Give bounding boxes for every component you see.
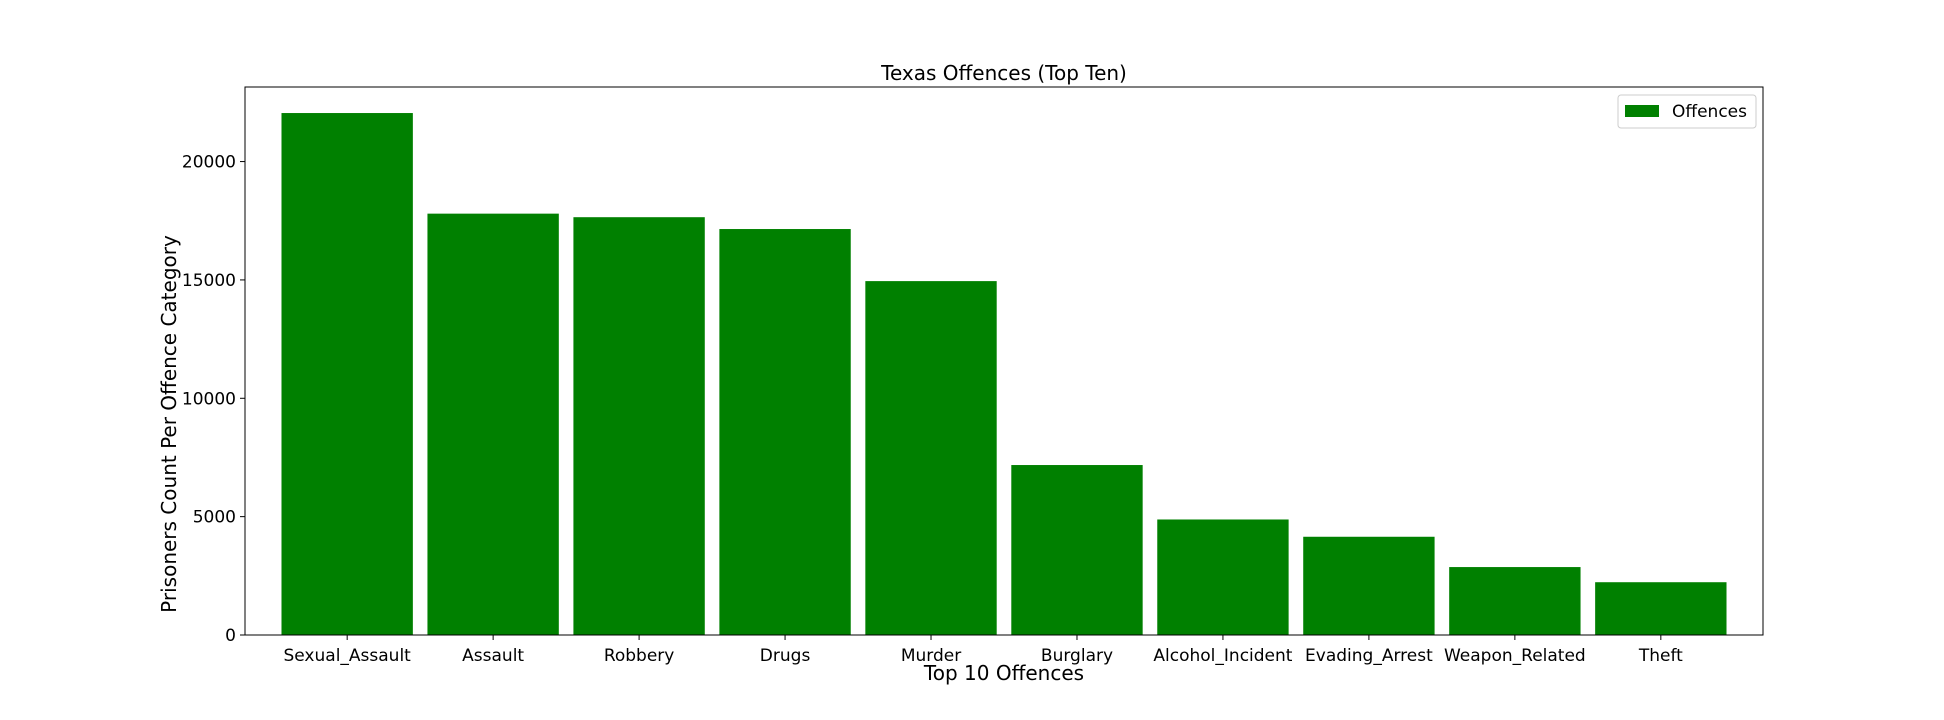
bar-weapon-related xyxy=(1449,567,1581,635)
y-axis-ticks: 0 5000 10000 15000 20000 xyxy=(182,153,245,646)
bar-robbery xyxy=(573,217,705,635)
x-tick-label: Drugs xyxy=(760,646,811,666)
x-tick-label: Murder xyxy=(901,646,961,666)
y-tick-label: 10000 xyxy=(182,389,236,409)
bars-group xyxy=(281,113,1727,636)
legend-label: Offences xyxy=(1672,102,1747,122)
bar-burglary xyxy=(1011,465,1143,635)
chart-title: Texas Offences (Top Ten) xyxy=(880,61,1127,85)
y-tick-label: 15000 xyxy=(182,271,236,291)
bar-assault xyxy=(427,213,559,636)
x-tick-label: Alcohol_Incident xyxy=(1153,646,1292,666)
bar-sexual-assault xyxy=(281,113,413,635)
x-tick-label: Evading_Arrest xyxy=(1305,646,1433,666)
plot-area-frame xyxy=(244,86,1764,636)
x-tick-label: Theft xyxy=(1638,646,1683,666)
y-axis-label: Prisoners Count Per Offence Category xyxy=(157,235,181,613)
x-tick-label: Sexual_Assault xyxy=(283,646,411,666)
bar-alcohol-incident xyxy=(1157,519,1289,635)
legend: Offences xyxy=(1617,94,1757,129)
legend-box xyxy=(1617,94,1757,129)
bar-theft xyxy=(1595,582,1727,635)
y-tick-label: 0 xyxy=(225,626,236,646)
legend-swatch xyxy=(1625,105,1659,117)
bar-murder xyxy=(865,281,997,635)
x-axis-label: Top 10 Offences xyxy=(923,661,1084,685)
bar-evading-arrest xyxy=(1303,536,1435,635)
x-axis-ticks: Sexual_Assault Assault Robbery Drugs Murder B… xyxy=(283,635,1683,666)
x-tick-label: Burglary xyxy=(1041,646,1113,666)
y-tick-label: 20000 xyxy=(182,153,236,173)
x-tick-label: Weapon_Related xyxy=(1444,646,1586,666)
x-tick-label: Robbery xyxy=(604,646,675,666)
bar-drugs xyxy=(719,229,851,635)
y-tick-label: 5000 xyxy=(193,508,236,528)
x-tick-label: Assault xyxy=(462,646,524,666)
